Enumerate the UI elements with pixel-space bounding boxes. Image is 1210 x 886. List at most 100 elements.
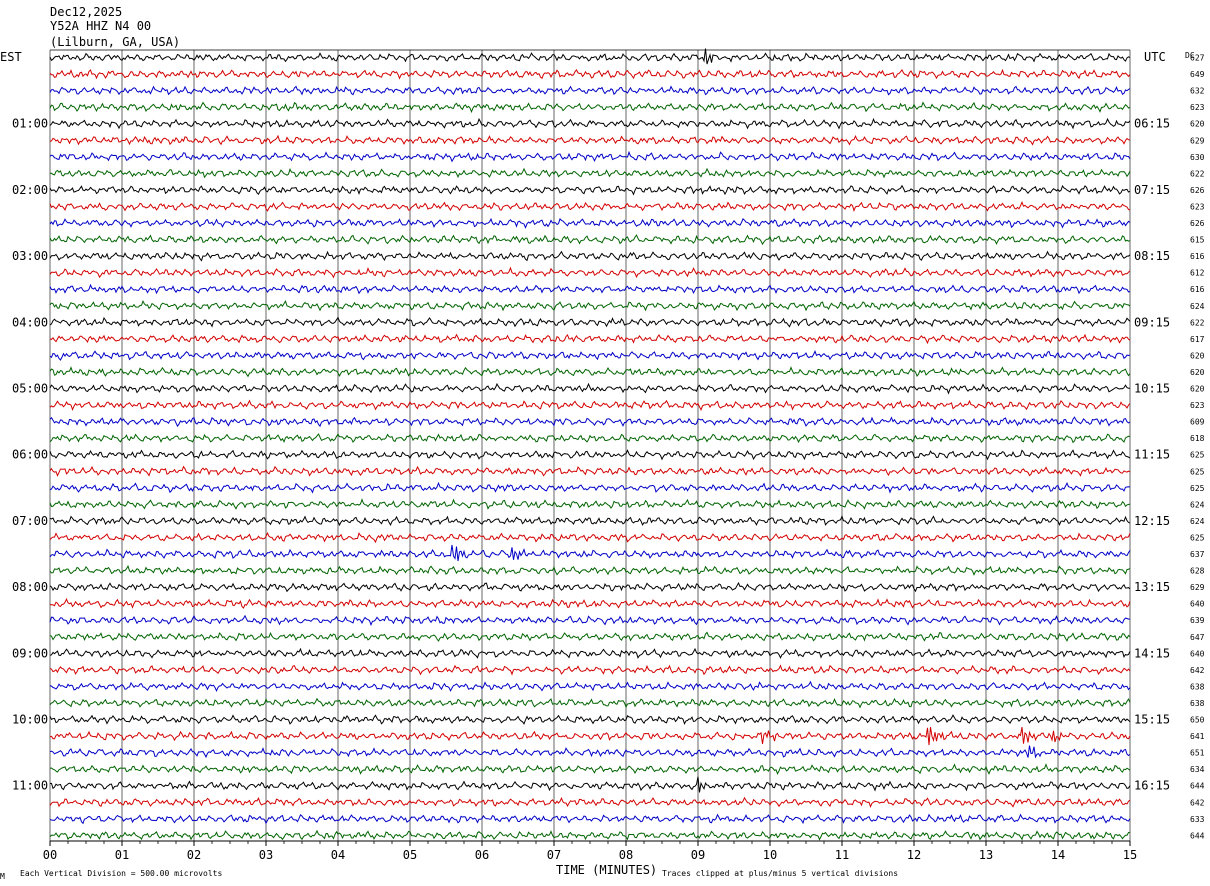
right-hour-label: 11:15 xyxy=(1134,448,1170,462)
dc-offset-label: 640 xyxy=(1190,600,1205,609)
right-hour-label: 10:15 xyxy=(1134,382,1170,396)
right-hour-label: 15:15 xyxy=(1134,713,1170,727)
left-hour-label: 04:00 xyxy=(12,315,48,329)
trace-line xyxy=(49,283,1131,295)
x-tick-label: 03 xyxy=(259,848,273,862)
left-hour-label: 03:00 xyxy=(12,249,48,263)
dc-offset-label: 642 xyxy=(1190,798,1205,807)
x-tick-label: 12 xyxy=(907,848,921,862)
trace-line xyxy=(49,829,1131,841)
dc-offset-label: 641 xyxy=(1190,732,1205,741)
trace-line xyxy=(49,465,1131,477)
trace-line xyxy=(49,481,1131,494)
x-tick-label: 05 xyxy=(403,848,417,862)
trace-line xyxy=(49,48,1131,65)
x-tick-label: 01 xyxy=(115,848,129,862)
x-tick-label: 09 xyxy=(691,848,705,862)
dc-offset-label: 620 xyxy=(1190,351,1205,360)
dc-offset-label: 620 xyxy=(1190,120,1205,129)
dc-offset-label: 620 xyxy=(1190,368,1205,377)
dc-offset-label: 644 xyxy=(1190,831,1205,840)
station-label: Y52A HHZ N4 00 xyxy=(50,19,151,33)
trace-line xyxy=(49,449,1131,461)
trace-line xyxy=(49,664,1131,676)
dc-offset-label: 612 xyxy=(1190,269,1205,278)
dc-offset-label: 616 xyxy=(1190,252,1205,261)
trace-line xyxy=(49,382,1130,395)
dc-offset-label: 632 xyxy=(1190,87,1205,96)
dc-offset-label: 625 xyxy=(1190,467,1205,476)
trace-line xyxy=(49,647,1131,659)
dc-offset-label: 642 xyxy=(1190,666,1205,675)
left-hour-label: 09:00 xyxy=(12,646,48,660)
dc-offset-labels: 627 649 632 623 620 629 630 622 626 623 626 615 616 6… xyxy=(1190,54,1205,841)
trace-line xyxy=(49,333,1131,345)
x-tick-label: 00 xyxy=(43,848,57,862)
corner-mark: M xyxy=(0,872,5,881)
trace-line xyxy=(49,399,1131,412)
dc-offset-label: 622 xyxy=(1190,169,1205,178)
dc-offset-label: 650 xyxy=(1190,716,1205,725)
trace-line xyxy=(49,167,1131,179)
dc-offset-label: 629 xyxy=(1190,583,1205,592)
right-hour-label: 12:15 xyxy=(1134,514,1170,528)
dc-offset-label: 624 xyxy=(1190,302,1205,311)
trace-line xyxy=(49,117,1131,130)
x-tick-label: 13 xyxy=(979,848,993,862)
trace-line xyxy=(49,714,1131,725)
trace-line xyxy=(49,597,1131,609)
trace-line xyxy=(49,366,1131,378)
dc-offset-label: 634 xyxy=(1190,765,1205,774)
left-hour-label: 11:00 xyxy=(12,779,48,793)
trace-line xyxy=(49,316,1131,328)
dc-offset-label: 638 xyxy=(1190,682,1205,691)
trace-line xyxy=(49,745,1131,759)
scale-note: Each Vertical Division = 500.00 microvol… xyxy=(20,869,222,878)
dc-offset-label: 620 xyxy=(1190,385,1205,394)
dc-offset-label: 644 xyxy=(1190,782,1205,791)
clip-note: Traces clipped at plus/minus 5 vertical … xyxy=(662,869,898,878)
dc-offset-label: 617 xyxy=(1190,335,1205,344)
left-hour-label: 07:00 xyxy=(12,514,48,528)
dc-offset-label: 627 xyxy=(1190,54,1205,63)
x-axis-title: TIME (MINUTES) xyxy=(556,863,657,877)
dc-offset-label: 626 xyxy=(1190,186,1205,195)
trace-line xyxy=(49,433,1131,444)
location-label: (Lilburn, GA, USA) xyxy=(50,35,180,49)
trace-line xyxy=(49,85,1131,96)
dc-offset-label: 618 xyxy=(1190,434,1205,443)
left-timezone-label: EST xyxy=(0,50,22,64)
dc-offset-label: 623 xyxy=(1190,401,1205,410)
right-hour-label: 14:15 xyxy=(1134,646,1170,660)
trace-line xyxy=(49,697,1131,709)
dc-header-label: DC xyxy=(1185,51,1195,60)
trace-line xyxy=(49,581,1131,593)
trace-line xyxy=(49,234,1131,246)
right-hour-labels: 06:15 07:15 08:15 09:15 10:15 11:15 12:15 13:15… xyxy=(1134,117,1170,793)
dc-offset-label: 623 xyxy=(1190,202,1205,211)
dc-offset-label: 633 xyxy=(1190,815,1205,824)
dc-offset-label: 629 xyxy=(1190,136,1205,145)
trace-line xyxy=(49,813,1131,825)
trace-line xyxy=(49,299,1131,312)
right-hour-label: 07:15 xyxy=(1134,183,1170,197)
left-hour-label: 05:00 xyxy=(12,382,48,396)
trace-line xyxy=(49,531,1131,544)
dc-offset-label: 624 xyxy=(1190,517,1205,526)
trace-line xyxy=(49,776,1131,793)
seismic-traces xyxy=(49,48,1131,841)
x-tick-label: 10 xyxy=(763,848,777,862)
dc-offset-label: 647 xyxy=(1190,633,1205,642)
trace-line xyxy=(49,763,1131,775)
left-hour-label: 02:00 xyxy=(12,183,48,197)
trace-line xyxy=(49,150,1131,163)
right-hour-label: 13:15 xyxy=(1134,580,1170,594)
x-tick-label: 04 xyxy=(331,848,345,862)
dc-offset-label: 638 xyxy=(1190,699,1205,708)
trace-line xyxy=(49,200,1131,212)
right-hour-label: 16:15 xyxy=(1134,779,1170,793)
dc-offset-label: 623 xyxy=(1190,103,1205,112)
dc-offset-label: 649 xyxy=(1190,70,1205,79)
x-tick-label: 07 xyxy=(547,848,561,862)
